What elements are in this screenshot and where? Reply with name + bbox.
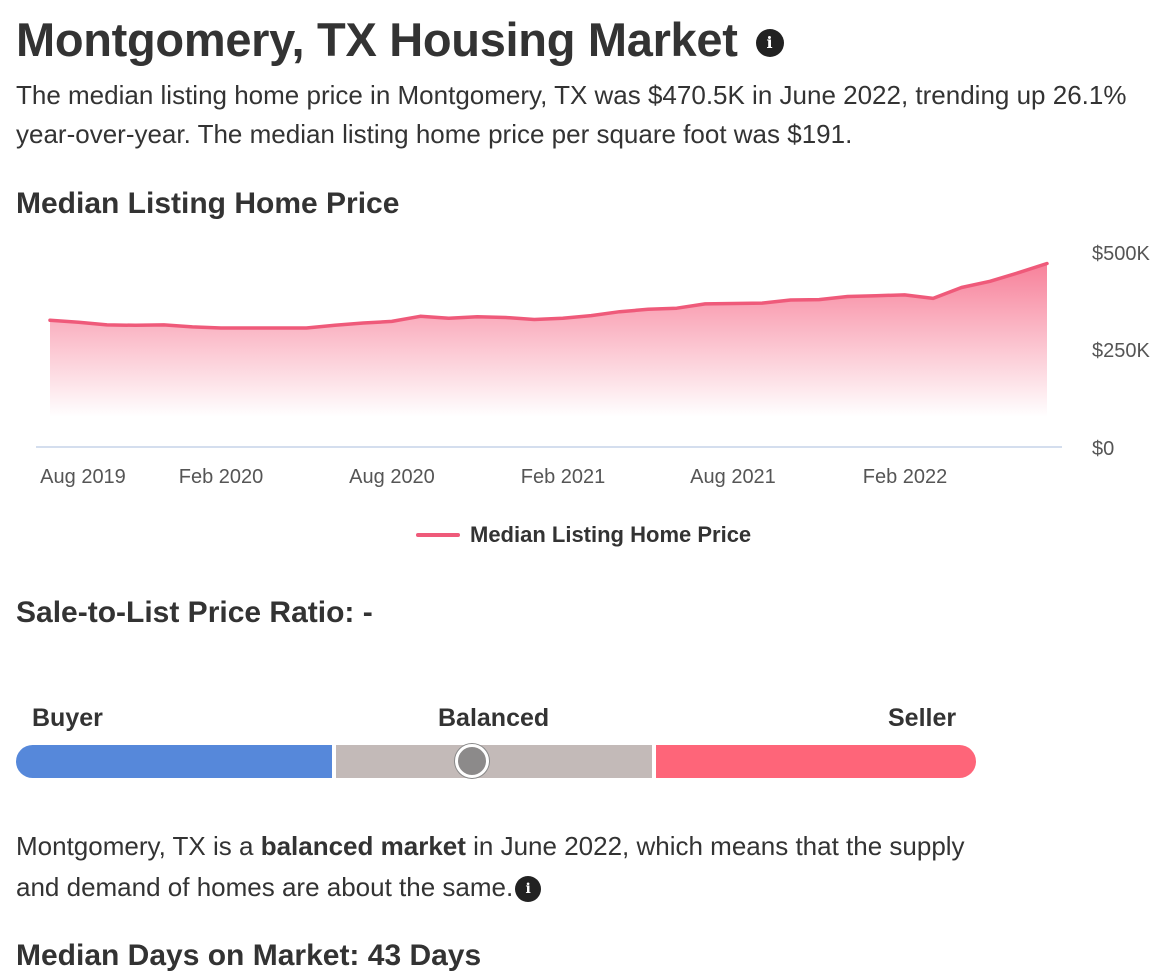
market-status-text: Montgomery, TX is a balanced market in J… <box>16 826 976 908</box>
y-tick-label: $500K <box>1092 243 1150 265</box>
info-icon[interactable]: i <box>755 28 784 57</box>
x-tick-label: Aug 2021 <box>690 466 776 488</box>
seller-label: Seller <box>888 704 957 732</box>
x-tick-label: Feb 2020 <box>179 466 264 488</box>
x-tick-label: Feb 2022 <box>863 466 948 488</box>
price-chart: Aug 2019 Feb 2020 Aug 2020 Feb 2021 Aug 2021… <box>36 243 1150 488</box>
x-tick-label: Aug 2019 <box>40 466 126 488</box>
buyer-segment <box>16 745 332 778</box>
sale-to-list-title: Sale-to-List Price Ratio: - <box>16 596 373 629</box>
balanced-segment <box>336 745 652 778</box>
chart-legend: Median Listing Home Price <box>416 522 751 548</box>
price-line <box>48 261 1049 330</box>
balanced-label: Balanced <box>438 704 550 732</box>
price-area-fill <box>50 263 1047 417</box>
x-tick-label: Feb 2021 <box>521 466 606 488</box>
market-scale-bar <box>16 745 976 778</box>
y-tick-label: $0 <box>1092 438 1114 460</box>
x-tick-label: Aug 2020 <box>349 466 435 488</box>
market-indicator-knob <box>455 744 489 778</box>
legend-label: Median Listing Home Price <box>470 522 752 547</box>
seller-segment <box>656 745 976 778</box>
days-on-market-title: Median Days on Market: 43 Days <box>16 939 482 972</box>
title-row: Montgomery, TX Housing Market i <box>16 12 784 67</box>
buyer-label: Buyer <box>32 704 103 732</box>
info-icon[interactable]: i <box>515 876 542 903</box>
page-title: Montgomery, TX Housing Market <box>16 13 738 66</box>
market-summary: The median listing home price in Montgom… <box>16 80 1127 149</box>
y-tick-label: $250K <box>1092 340 1150 362</box>
market-status-prefix: Montgomery, TX is a <box>16 831 261 861</box>
legend-swatch <box>416 533 460 537</box>
market-status-bold: balanced market <box>260 831 466 861</box>
market-status-suffix: in June 2022, which means that the suppl… <box>16 831 965 902</box>
chart-title: Median Listing Home Price <box>16 187 400 220</box>
